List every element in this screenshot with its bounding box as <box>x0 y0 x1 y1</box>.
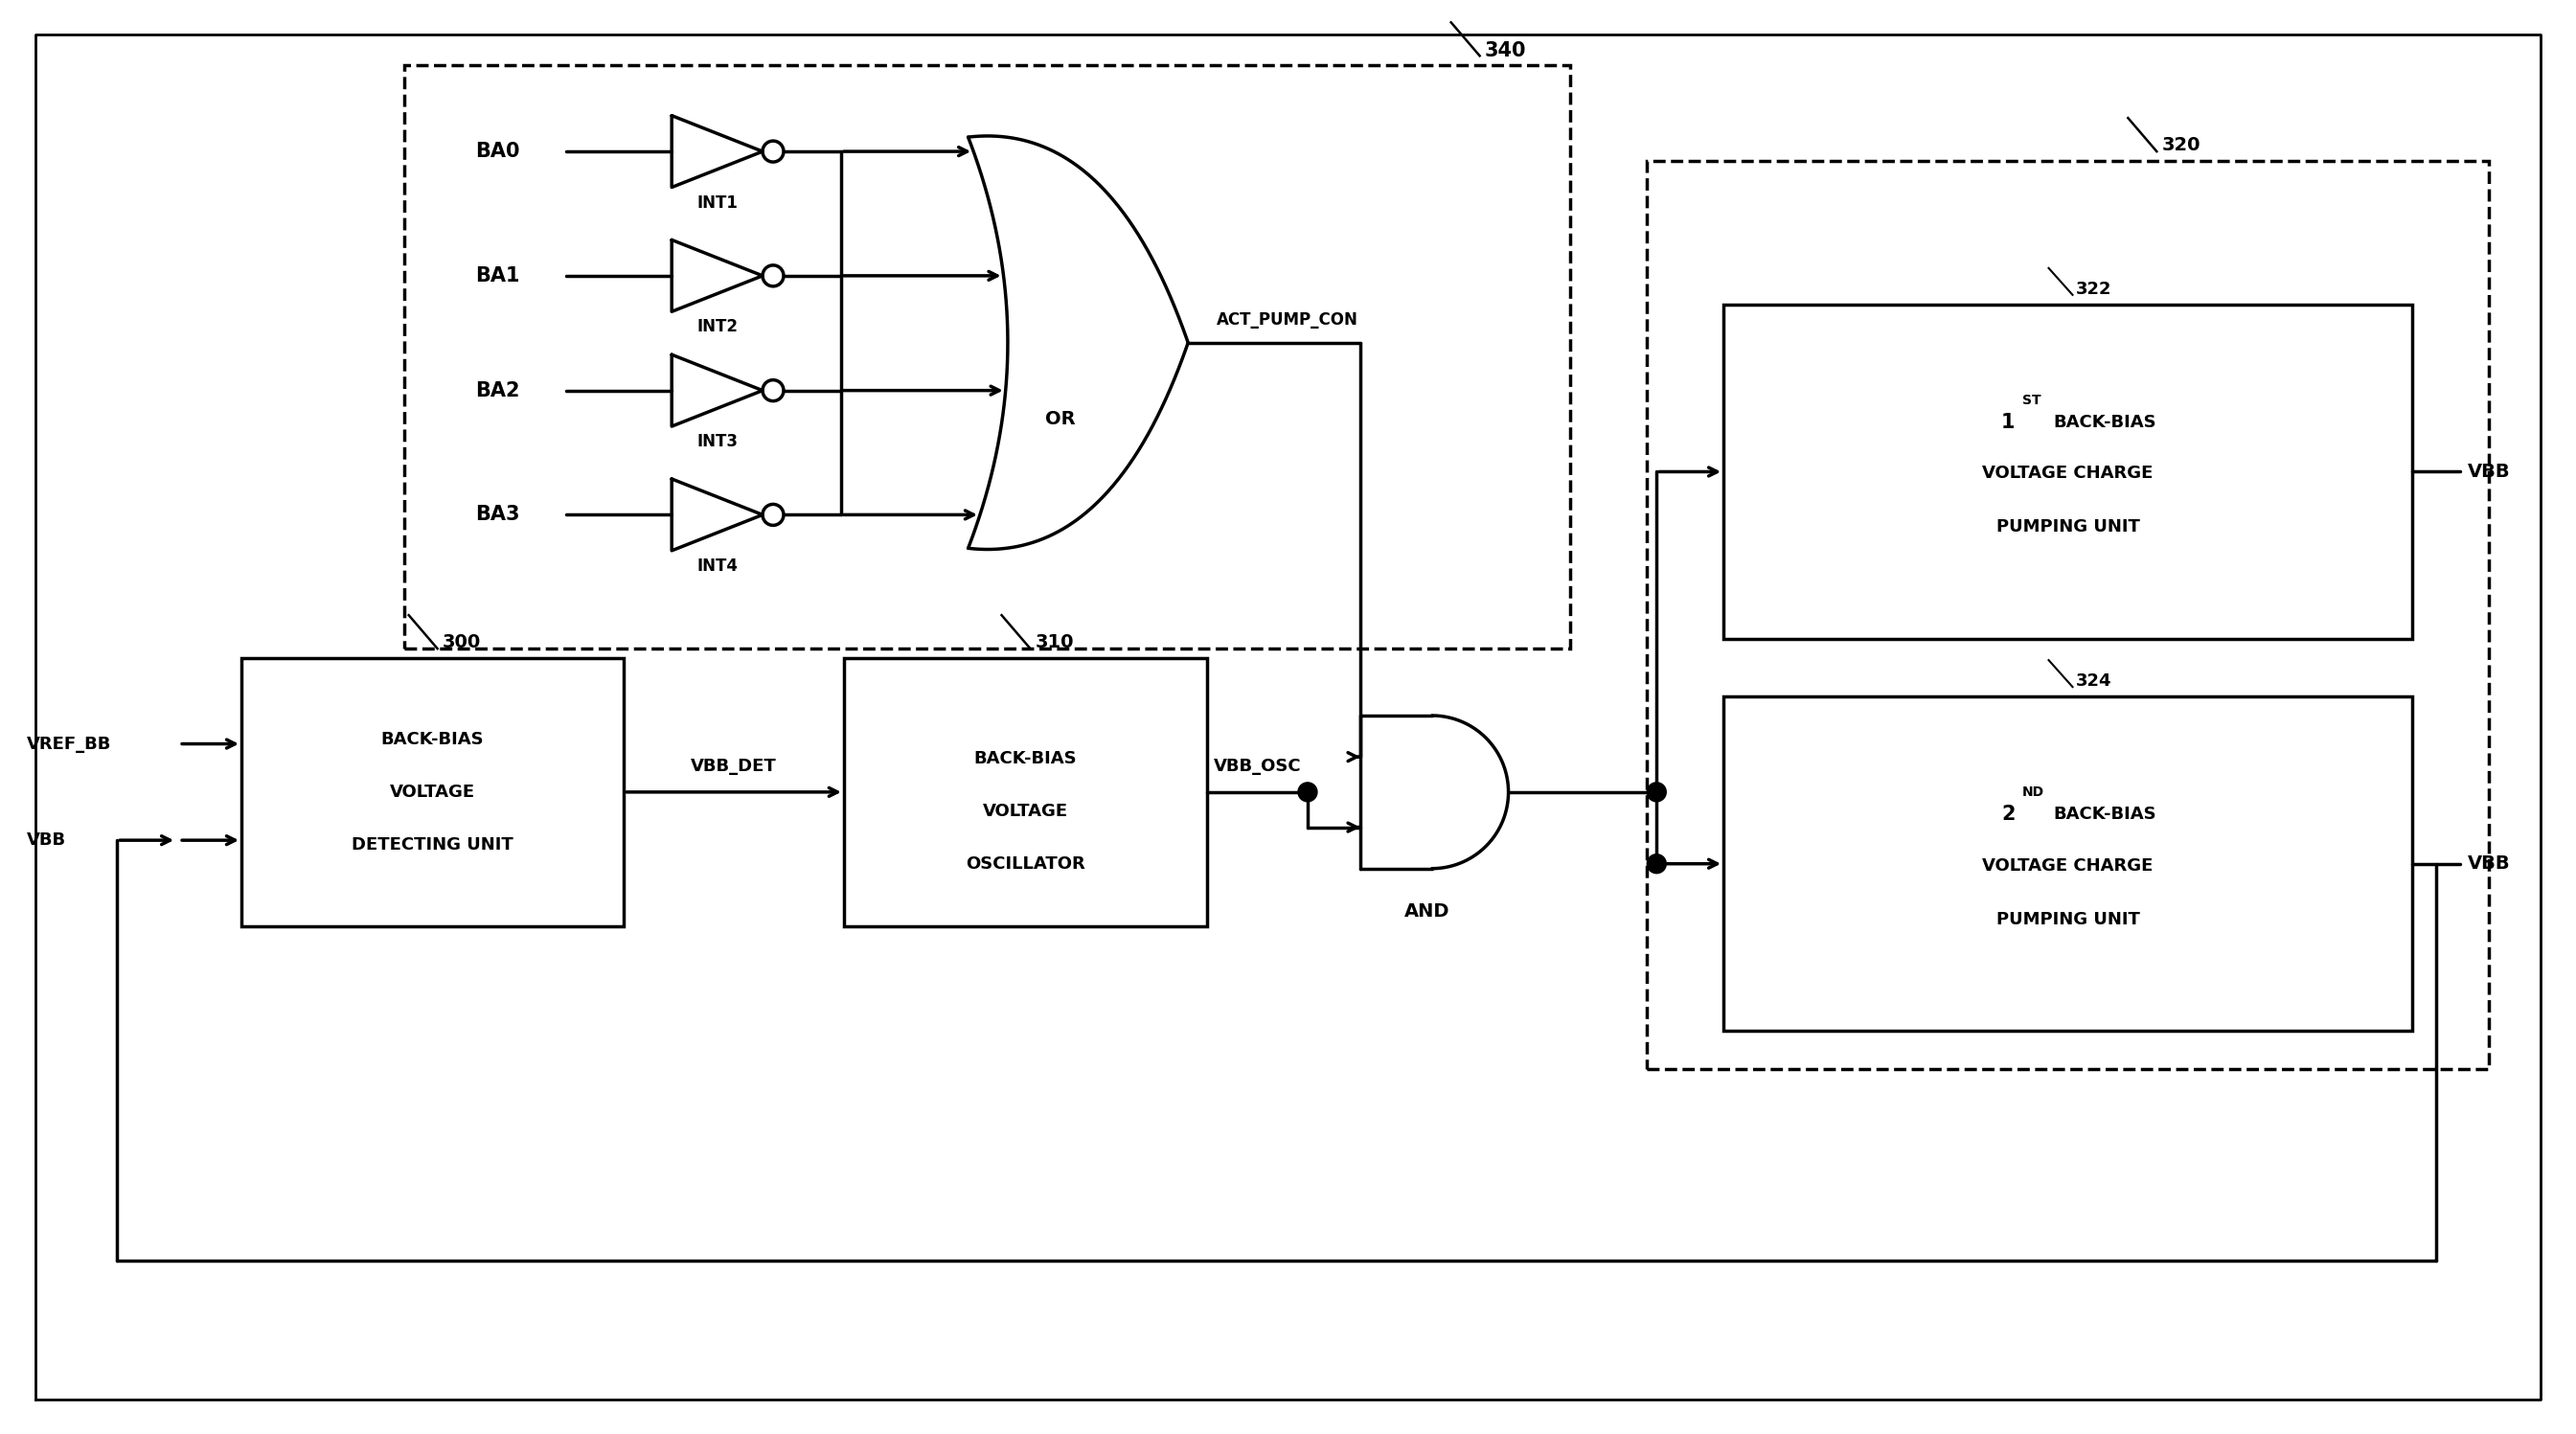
Text: VREF_BB: VREF_BB <box>26 736 111 753</box>
Text: 1: 1 <box>2002 413 2014 432</box>
Text: VBB_OSC: VBB_OSC <box>1213 757 1301 774</box>
Text: 320: 320 <box>2161 136 2200 153</box>
Bar <box>242 658 623 926</box>
Text: 2: 2 <box>2002 804 2014 823</box>
Text: VOLTAGE: VOLTAGE <box>984 803 1069 820</box>
Text: 324: 324 <box>2076 673 2112 690</box>
Text: INT3: INT3 <box>696 433 737 450</box>
Bar <box>1723 304 2411 640</box>
Text: BACK-BIAS: BACK-BIAS <box>381 731 484 749</box>
Circle shape <box>1298 783 1316 802</box>
Text: BACK-BIAS: BACK-BIAS <box>2053 806 2156 823</box>
Circle shape <box>1646 855 1667 873</box>
Text: BA2: BA2 <box>477 381 520 400</box>
Bar <box>1646 161 2488 1070</box>
Text: PUMPING UNIT: PUMPING UNIT <box>1996 519 2141 536</box>
Text: INT2: INT2 <box>696 318 737 336</box>
Text: VOLTAGE CHARGE: VOLTAGE CHARGE <box>1984 465 2154 482</box>
Text: AND: AND <box>1404 902 1450 921</box>
Text: 310: 310 <box>1036 632 1074 651</box>
Text: VOLTAGE CHARGE: VOLTAGE CHARGE <box>1984 858 2154 875</box>
Text: 340: 340 <box>1484 42 1525 60</box>
Text: 322: 322 <box>2076 281 2112 298</box>
Text: PUMPING UNIT: PUMPING UNIT <box>1996 911 2141 928</box>
Text: 300: 300 <box>443 632 482 651</box>
Text: ND: ND <box>2022 786 2043 799</box>
Text: VBB: VBB <box>26 832 67 849</box>
Text: OR: OR <box>1046 410 1077 429</box>
Circle shape <box>1646 783 1667 802</box>
Text: INT1: INT1 <box>696 194 737 211</box>
Text: BACK-BIAS: BACK-BIAS <box>2053 413 2156 430</box>
Bar <box>1723 697 2411 1031</box>
Text: BA1: BA1 <box>477 267 520 285</box>
Text: VBB: VBB <box>2468 855 2509 873</box>
Text: INT4: INT4 <box>696 558 737 575</box>
Bar <box>845 658 1208 926</box>
Text: BACK-BIAS: BACK-BIAS <box>974 750 1077 767</box>
Text: ST: ST <box>2022 393 2040 407</box>
Text: DETECTING UNIT: DETECTING UNIT <box>353 836 513 853</box>
Text: VBB: VBB <box>2468 463 2509 480</box>
Text: VBB_DET: VBB_DET <box>690 757 778 774</box>
Text: BA0: BA0 <box>477 142 520 161</box>
Text: OSCILLATOR: OSCILLATOR <box>966 855 1084 872</box>
Text: BA3: BA3 <box>477 505 520 525</box>
Bar <box>404 66 1571 648</box>
Text: VOLTAGE: VOLTAGE <box>389 783 477 800</box>
Text: ACT_PUMP_CON: ACT_PUMP_CON <box>1216 311 1358 328</box>
